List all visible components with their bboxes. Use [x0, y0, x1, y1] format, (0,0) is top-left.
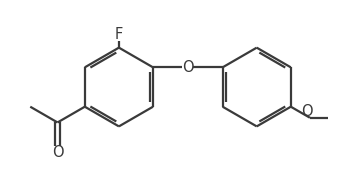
Text: F: F: [115, 27, 123, 42]
Text: O: O: [301, 104, 313, 119]
Text: O: O: [182, 60, 194, 75]
Text: O: O: [52, 145, 63, 161]
